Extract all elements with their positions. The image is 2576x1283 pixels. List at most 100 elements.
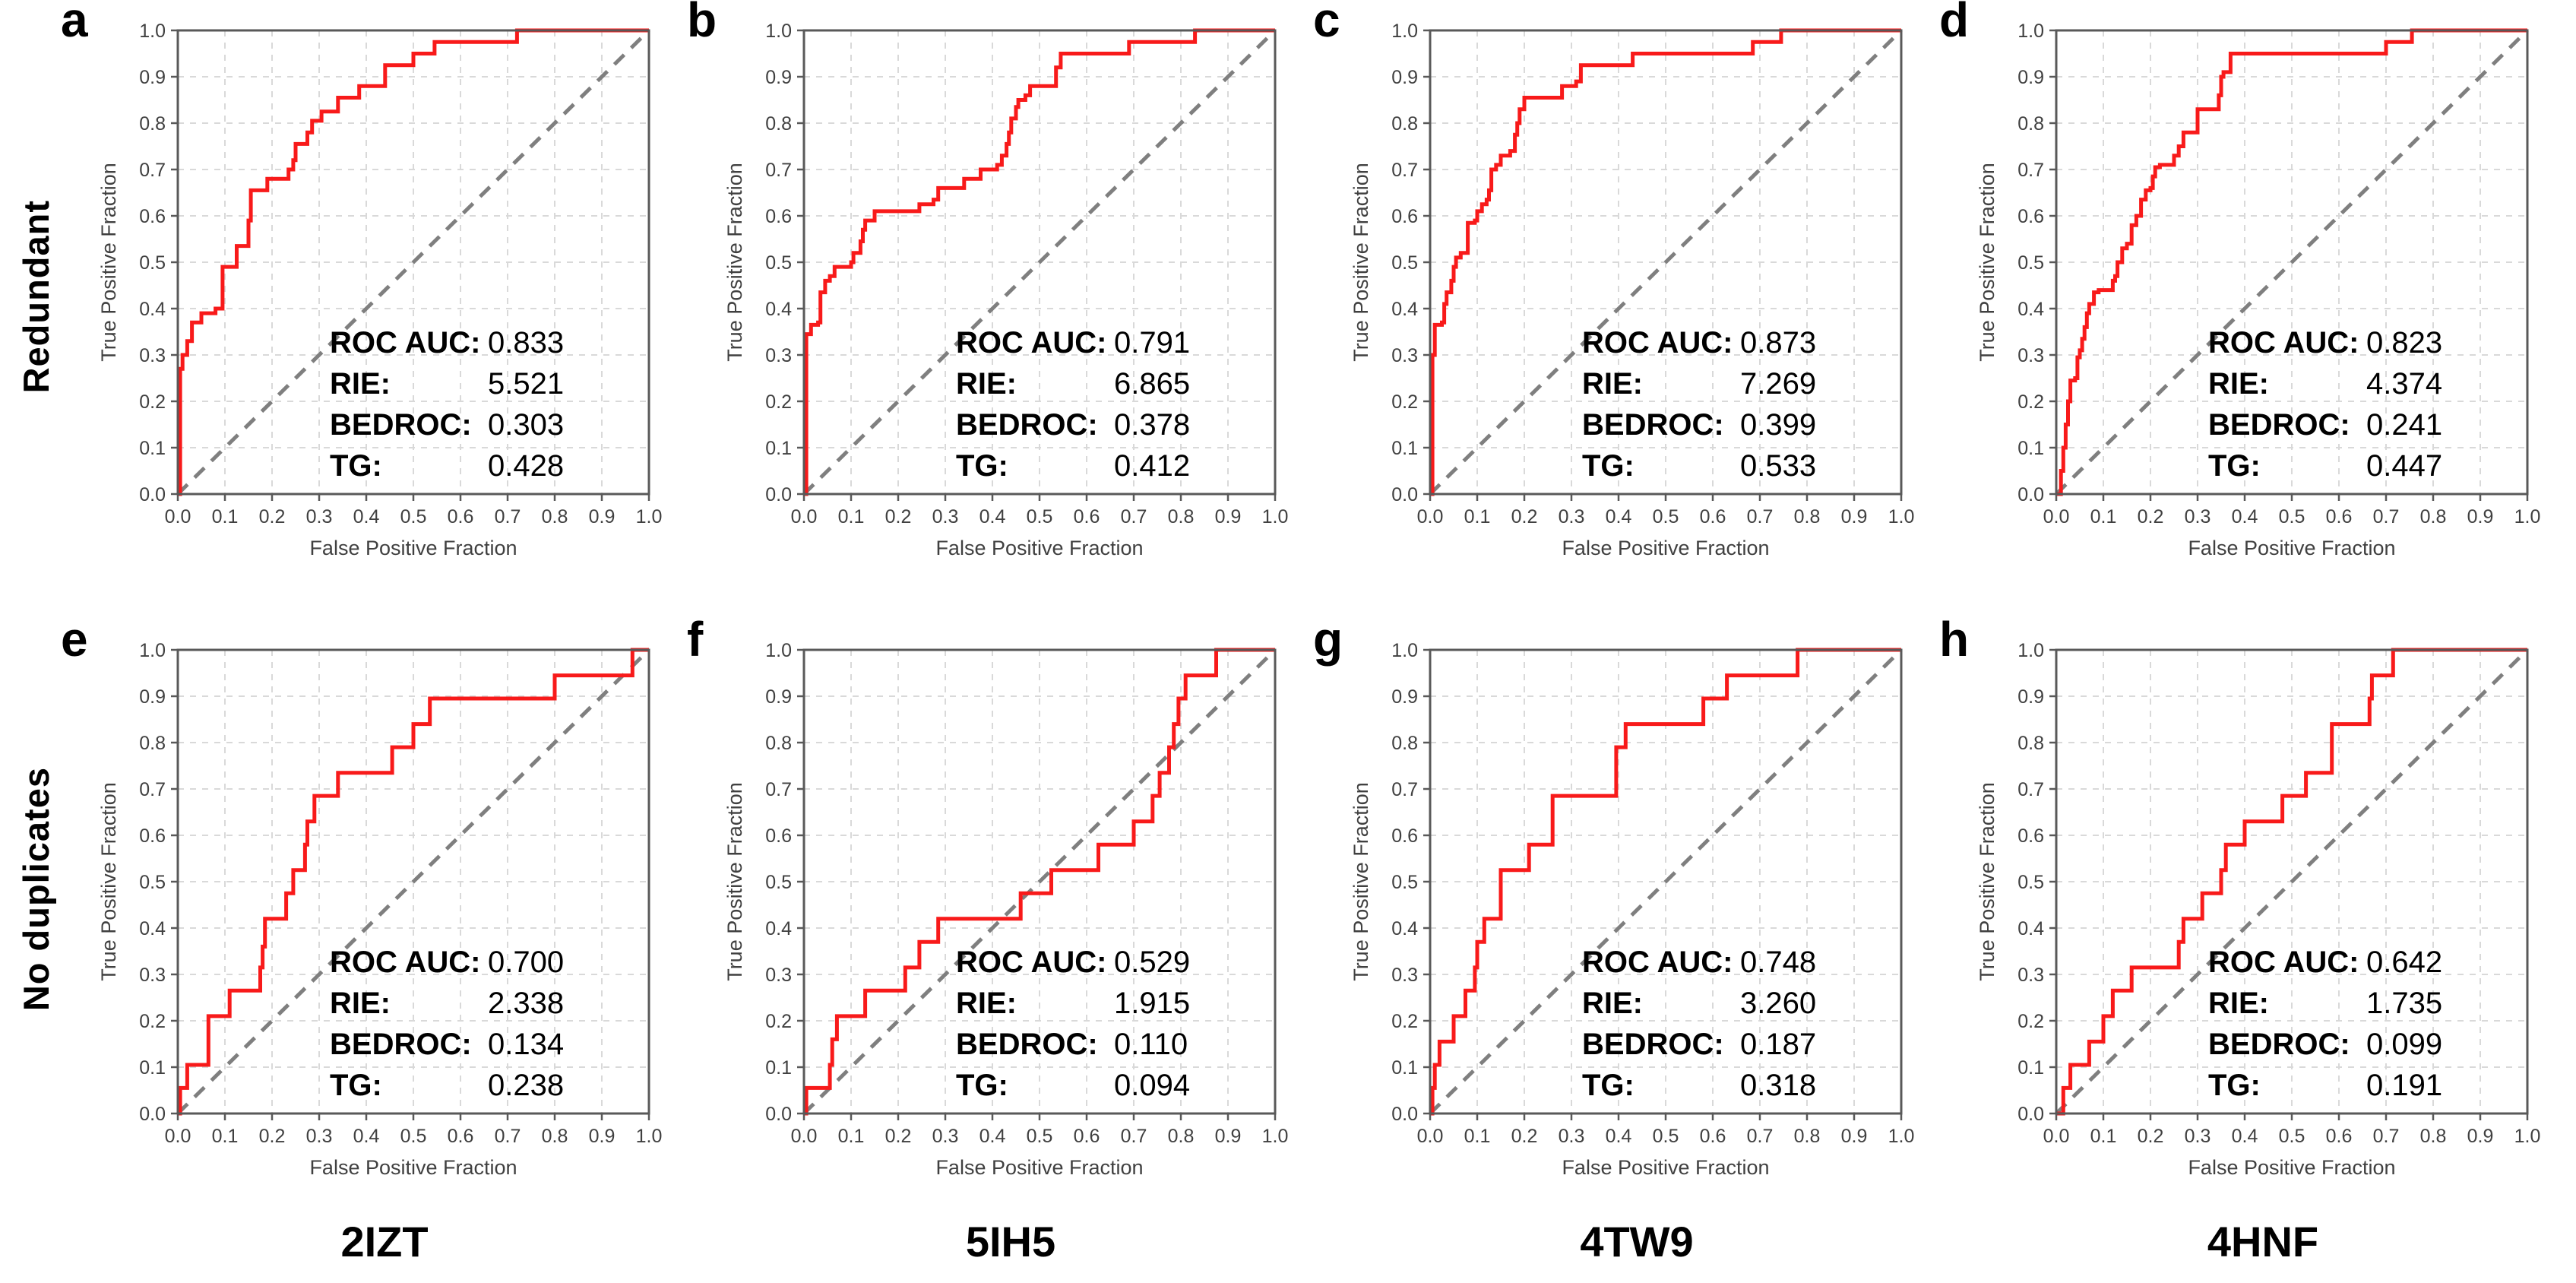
svg-text:0.6: 0.6 (2017, 206, 2044, 227)
svg-text:0.3: 0.3 (139, 965, 166, 986)
metric-value-bedroc: 0.378 (1114, 408, 1191, 442)
svg-text:0.0: 0.0 (2043, 1126, 2070, 1147)
svg-text:0.7: 0.7 (765, 160, 792, 181)
svg-text:0.2: 0.2 (2017, 1011, 2044, 1032)
metric-value-tg: 0.191 (2366, 1069, 2443, 1102)
svg-text:0.2: 0.2 (1511, 1126, 1538, 1147)
metrics-box: ROC AUC: 0.700 RIE: 2.338 BEDROC: 0.134 TG:… (330, 942, 564, 1106)
roc-chart-b: 0.00.0 0.1 0.1 0.2 0.2 0.3 0.3 0.4 0.4 0.5 0.5 0.6 0… (723, 21, 1288, 559)
svg-text:False Positive Fraction: False Positive Fraction (935, 537, 1143, 559)
metric-label-rie: RIE: (2208, 987, 2269, 1020)
svg-text:0.0: 0.0 (1391, 484, 1418, 505)
svg-text:0.2: 0.2 (1391, 1011, 1418, 1032)
metric-value-tg: 0.412 (1114, 449, 1191, 483)
svg-text:0.0: 0.0 (2017, 1104, 2044, 1125)
metric-value-bedroc: 0.399 (1740, 408, 1817, 442)
svg-text:0.9: 0.9 (589, 1126, 616, 1147)
metric-label-tg: TG: (330, 449, 382, 483)
svg-text:0.4: 0.4 (765, 299, 792, 320)
metric-value-bedroc: 0.241 (2366, 408, 2443, 442)
metric-label-rie: RIE: (330, 367, 391, 401)
svg-text:0.5: 0.5 (2017, 252, 2044, 274)
roc-panel-e: e 0.0 0.0 0.1 0.1 0.2 0.2 0.3 0.3 0.4 0.4 0.5 0.5 0.… (61, 593, 698, 1186)
svg-text:0.6: 0.6 (1074, 506, 1100, 527)
metrics-box: ROC AUC: 0.642 RIE: 1.735 BEDROC: 0.099 TG:… (2208, 942, 2442, 1106)
metric-label-roc-auc: ROC AUC: (956, 946, 1107, 979)
svg-text:0.5: 0.5 (765, 872, 792, 893)
metric-label-tg: TG: (956, 1069, 1008, 1102)
svg-text:0.2: 0.2 (259, 1126, 286, 1147)
panel-letter: g (1313, 612, 1343, 667)
svg-text:0.4: 0.4 (353, 1126, 380, 1147)
metric-value-bedroc: 0.134 (488, 1028, 565, 1061)
svg-text:True Positive Fraction: True Positive Fraction (723, 782, 746, 981)
metric-value-rie: 3.260 (1740, 987, 1817, 1020)
svg-text:1.0: 1.0 (765, 640, 792, 661)
svg-text:0.6: 0.6 (139, 825, 166, 847)
svg-text:0.5: 0.5 (765, 252, 792, 274)
svg-text:0.7: 0.7 (2017, 779, 2044, 800)
svg-text:0.1: 0.1 (765, 1057, 792, 1079)
svg-text:True Positive Fraction: True Positive Fraction (723, 163, 746, 362)
svg-text:0.4: 0.4 (1606, 506, 1632, 527)
metric-label-rie: RIE: (956, 367, 1017, 401)
svg-text:0.5: 0.5 (400, 506, 427, 527)
roc-chart-h: 0.00.0 0.1 0.1 0.2 0.2 0.3 0.3 0.4 0.4 0.5 0.5 0.6 0… (1976, 640, 2540, 1179)
svg-text:0.6: 0.6 (2326, 1126, 2353, 1147)
svg-text:0.1: 0.1 (1464, 1126, 1491, 1147)
metric-value-bedroc: 0.110 (1114, 1028, 1188, 1061)
svg-text:0.8: 0.8 (2420, 506, 2447, 527)
svg-text:False Positive Fraction: False Positive Fraction (935, 1156, 1143, 1179)
metric-label-bedroc: BEDROC: (1582, 1028, 1724, 1061)
svg-text:False Positive Fraction: False Positive Fraction (1562, 537, 1769, 559)
metric-label-tg: TG: (2208, 449, 2261, 483)
metric-value-rie: 6.865 (1114, 367, 1191, 401)
svg-text:0.2: 0.2 (1511, 506, 1538, 527)
metric-label-tg: TG: (956, 449, 1008, 483)
roc-panel-g: g 0.0 0.0 0.1 0.1 0.2 0.2 0.3 0.3 0.4 0.4 0.5 0.5 0.… (1313, 593, 1950, 1186)
svg-text:0.7: 0.7 (139, 779, 166, 800)
svg-text:0.5: 0.5 (2279, 506, 2305, 527)
svg-text:0.5: 0.5 (1391, 872, 1418, 893)
metric-value-tg: 0.318 (1740, 1069, 1817, 1102)
panel-letter: b (687, 0, 717, 47)
svg-text:0.8: 0.8 (2420, 1126, 2447, 1147)
metrics-box: ROC AUC: 0.529 RIE: 1.915 BEDROC: 0.110 TG:… (956, 942, 1190, 1106)
roc-chart-a: 0.00.0 0.1 0.1 0.2 0.2 0.3 0.3 0.4 0.4 0.5 0.5 0.6 0… (97, 21, 662, 559)
metric-value-roc-auc: 0.833 (488, 326, 565, 360)
svg-text:0.9: 0.9 (2017, 686, 2044, 708)
metric-label-rie: RIE: (1582, 367, 1643, 401)
svg-text:0.9: 0.9 (765, 67, 792, 88)
roc-panel-h: h 0.0 0.0 0.1 0.1 0.2 0.2 0.3 0.3 0.4 0.4 0.5 0.5 0.… (1939, 593, 2576, 1186)
svg-text:0.5: 0.5 (2017, 872, 2044, 893)
svg-text:0.3: 0.3 (1559, 506, 1585, 527)
svg-text:0.6: 0.6 (1391, 206, 1418, 227)
svg-text:0.5: 0.5 (1027, 506, 1053, 527)
roc-chart-g: 0.00.0 0.1 0.1 0.2 0.2 0.3 0.3 0.4 0.4 0.5 0.5 0.6 0… (1350, 640, 1914, 1179)
svg-text:False Positive Fraction: False Positive Fraction (2188, 537, 2395, 559)
svg-text:0.2: 0.2 (139, 1011, 166, 1032)
svg-text:0.4: 0.4 (765, 918, 792, 939)
svg-text:0.1: 0.1 (765, 438, 792, 459)
svg-text:0.4: 0.4 (1391, 918, 1418, 939)
svg-text:0.1: 0.1 (1391, 438, 1418, 459)
svg-text:0.8: 0.8 (1391, 733, 1418, 754)
svg-text:0.6: 0.6 (1074, 1126, 1100, 1147)
svg-text:0.8: 0.8 (2017, 113, 2044, 135)
metric-label-bedroc: BEDROC: (2208, 1028, 2350, 1061)
svg-text:0.4: 0.4 (2017, 918, 2044, 939)
svg-text:0.9: 0.9 (765, 686, 792, 708)
roc-chart-e: 0.00.0 0.1 0.1 0.2 0.2 0.3 0.3 0.4 0.4 0.5 0.5 0.6 0… (97, 640, 662, 1179)
svg-text:0.3: 0.3 (765, 965, 792, 986)
svg-text:0.2: 0.2 (2138, 506, 2164, 527)
row-label-text: No duplicates (15, 767, 56, 1012)
metrics-box: ROC AUC: 0.823 RIE: 4.374 BEDROC: 0.241 TG:… (2208, 322, 2442, 486)
svg-text:0.1: 0.1 (2017, 438, 2044, 459)
svg-text:0.5: 0.5 (1391, 252, 1418, 274)
corner-spacer (0, 1186, 71, 1283)
roc-panel-c: c 0.0 0.0 0.1 0.1 0.2 0.2 0.3 0.3 0.4 0.4 0.5 0.5 0.… (1313, 0, 1950, 593)
roc-chart-c: 0.00.0 0.1 0.1 0.2 0.2 0.3 0.3 0.4 0.4 0.5 0.5 0.6 0… (1350, 21, 1914, 559)
svg-text:0.3: 0.3 (765, 345, 792, 366)
svg-text:0.8: 0.8 (1391, 113, 1418, 135)
metric-label-rie: RIE: (1582, 987, 1643, 1020)
